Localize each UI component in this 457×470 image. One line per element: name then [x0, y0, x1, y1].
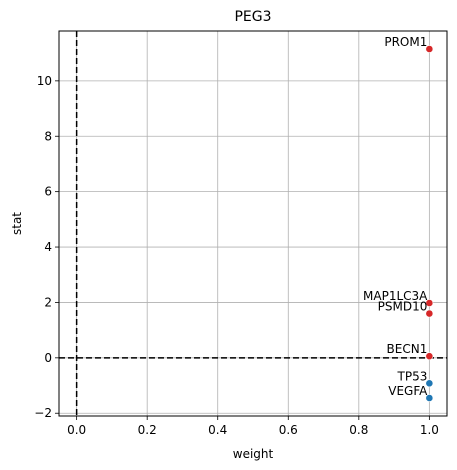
point-label: TP53 — [397, 369, 428, 383]
y-axis-label: stat — [10, 212, 24, 235]
y-tick-label: 6 — [44, 185, 52, 199]
y-axis: −2 0 2 4 6 8 10 — [34, 74, 59, 420]
point-label: MAP1LC3A — [363, 289, 428, 303]
data-point — [425, 299, 434, 307]
point-label: BECN1 — [387, 342, 428, 356]
data-point — [425, 309, 434, 318]
reference-lines — [59, 31, 447, 416]
data-point — [425, 45, 434, 53]
y-tick-label: 8 — [44, 129, 52, 143]
data-point — [425, 352, 434, 361]
x-tick-label: 0.8 — [349, 423, 368, 437]
x-tick-label: 0.0 — [67, 423, 86, 437]
y-tick-label: 4 — [44, 240, 52, 254]
x-tick-label: 0.2 — [138, 423, 157, 437]
x-tick-label: 0.6 — [279, 423, 298, 437]
x-tick-label: 1.0 — [420, 423, 439, 437]
y-tick-label: 10 — [37, 74, 52, 88]
plot-frame — [58, 30, 448, 417]
chart-title: PEG3 — [234, 9, 271, 25]
point-label: VEGFA — [388, 384, 428, 398]
x-tick-label: 0.4 — [208, 423, 227, 437]
data-points — [425, 45, 434, 402]
y-tick-label: −2 — [34, 406, 52, 420]
grid — [59, 31, 447, 416]
y-tick-label: 0 — [44, 351, 52, 365]
point-label: PSMD10 — [378, 300, 428, 314]
x-axis-label: weight — [233, 447, 274, 461]
x-axis: 0.0 0.2 0.4 0.6 0.8 1.0 — [67, 416, 439, 437]
y-tick-label: 2 — [44, 295, 52, 309]
data-point — [425, 394, 434, 402]
data-point — [425, 379, 434, 388]
point-label: PROM1 — [384, 35, 427, 49]
